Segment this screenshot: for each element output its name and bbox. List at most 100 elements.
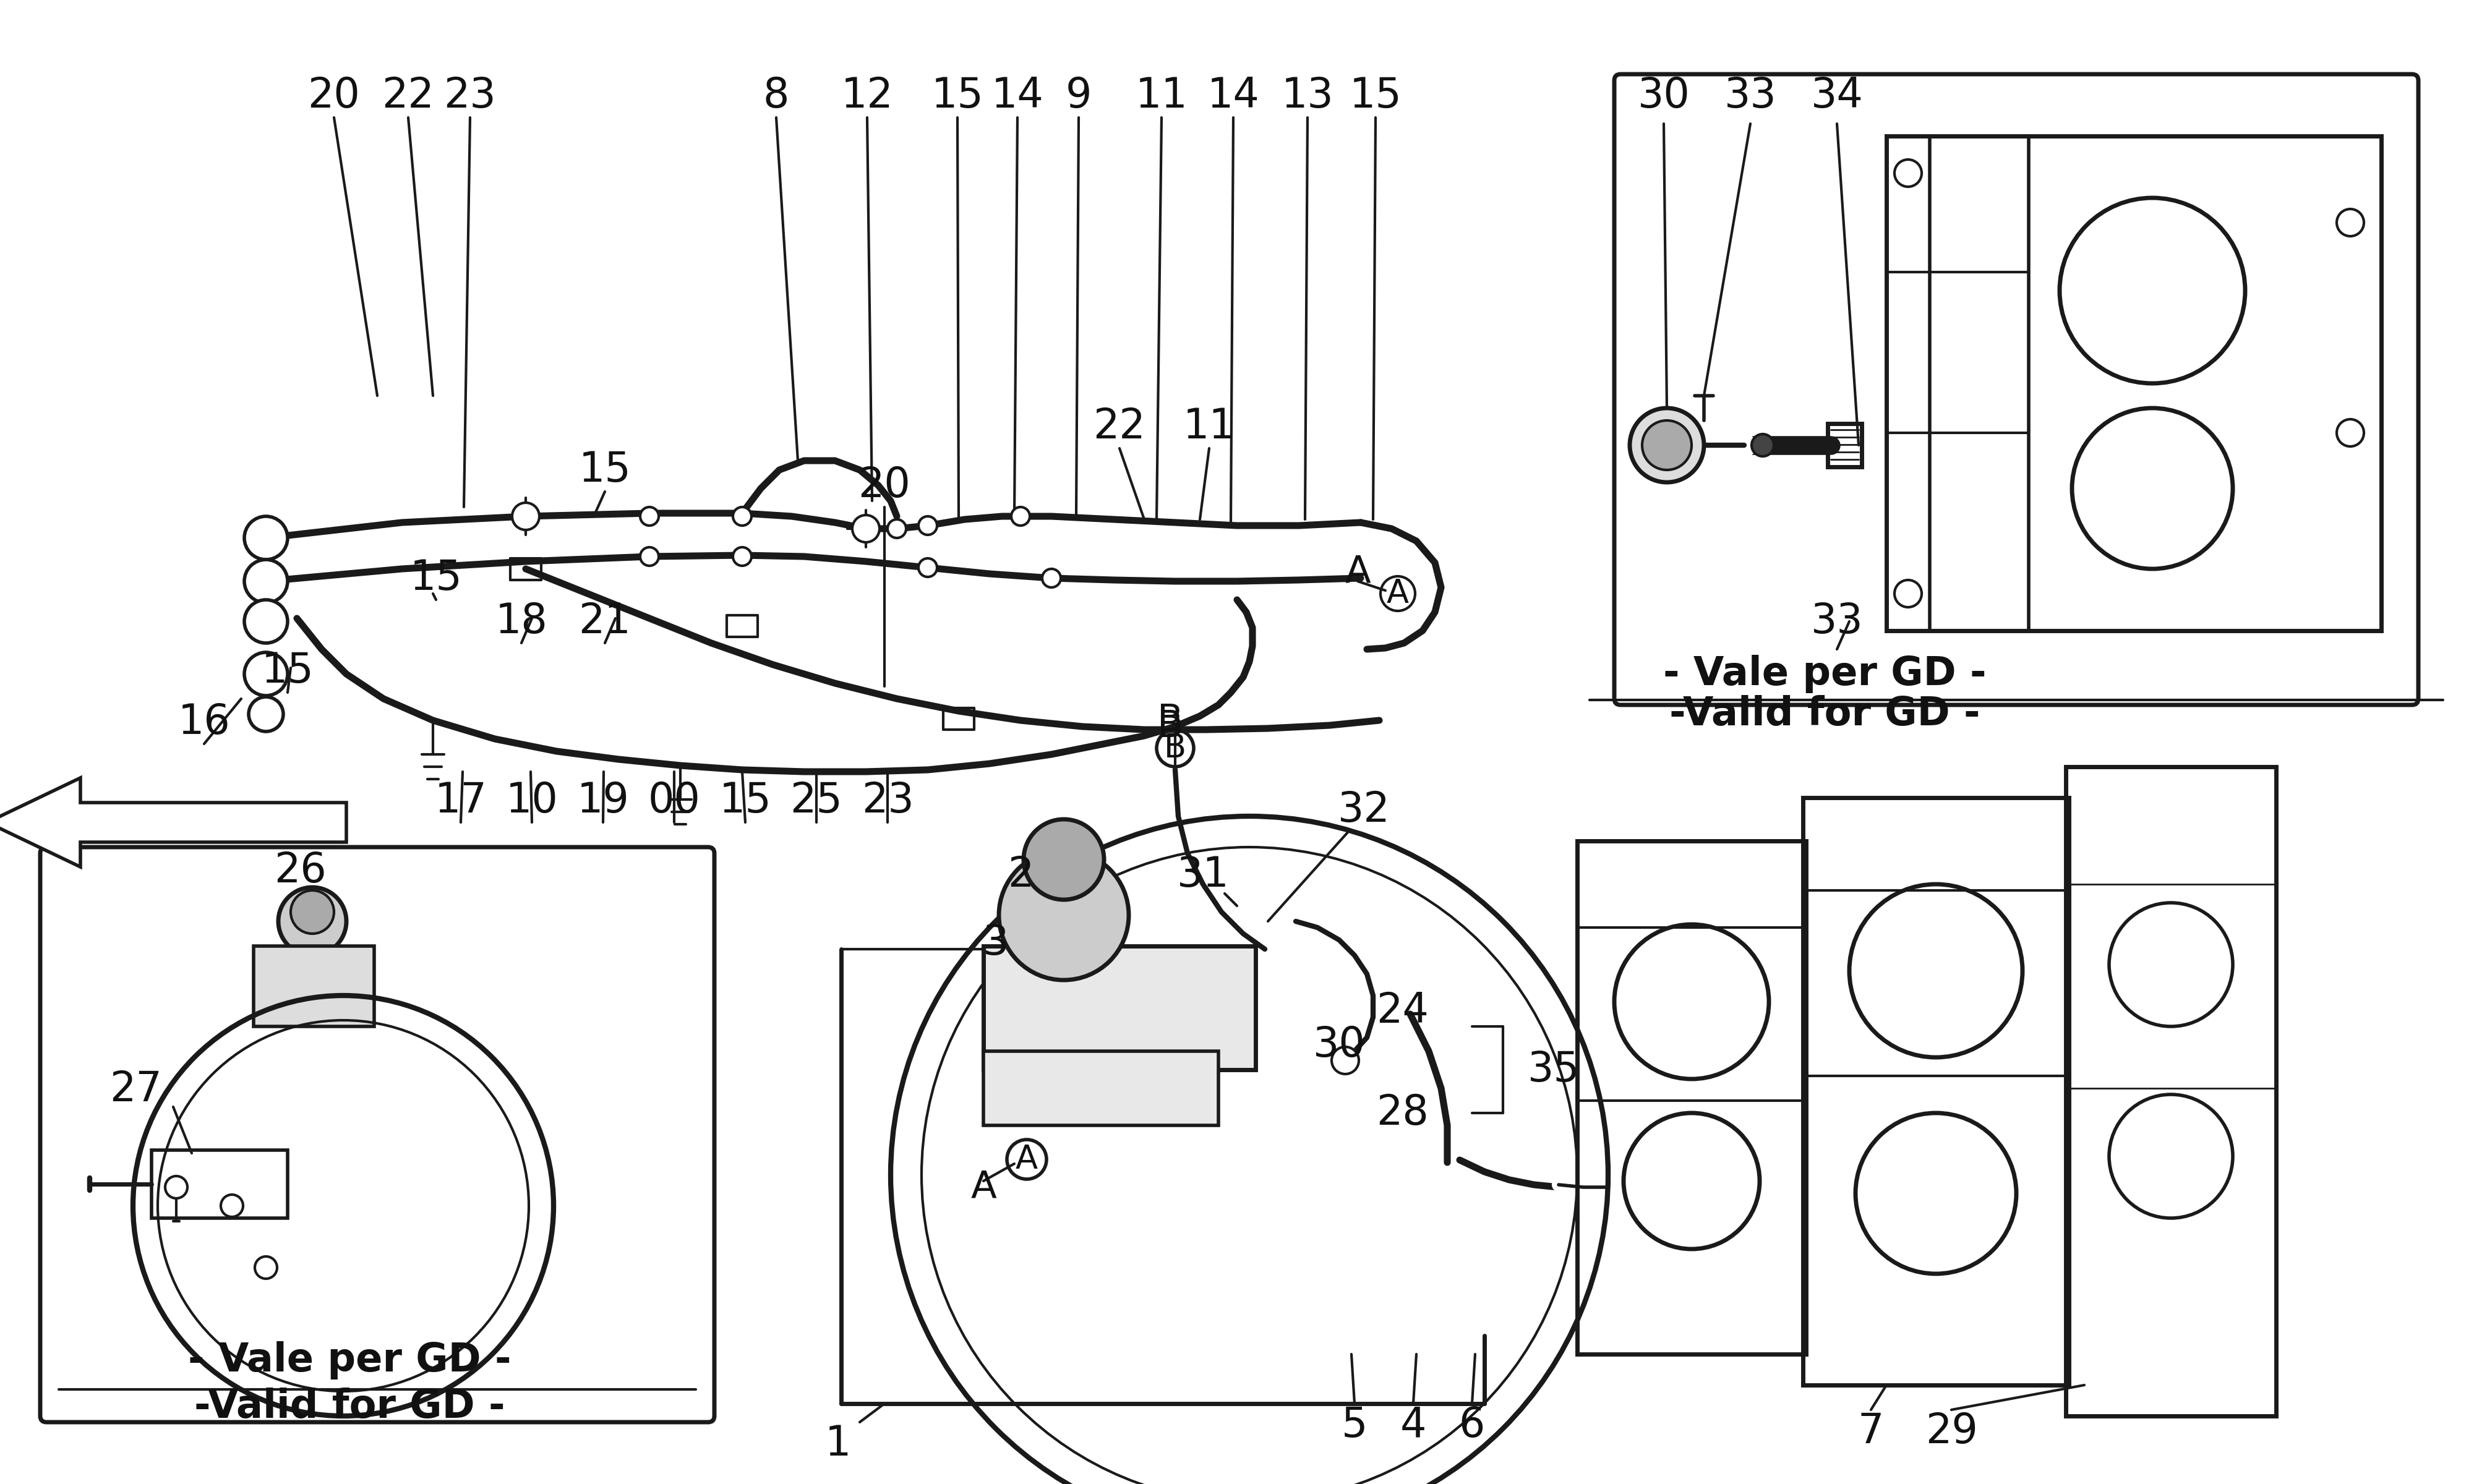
Text: 23: 23 [861, 781, 913, 821]
Text: B: B [1163, 732, 1188, 764]
Text: 24: 24 [1376, 991, 1430, 1031]
Text: 10: 10 [505, 781, 559, 821]
Text: 11: 11 [1136, 76, 1188, 116]
Text: 15: 15 [262, 650, 314, 692]
Text: 26: 26 [275, 850, 327, 890]
Circle shape [166, 1175, 188, 1199]
Circle shape [2335, 418, 2365, 447]
Text: 14: 14 [992, 76, 1044, 116]
Circle shape [245, 559, 287, 603]
Text: 15: 15 [930, 76, 985, 116]
Bar [985, 1051, 1217, 1125]
Circle shape [1024, 819, 1103, 899]
Text: 1: 1 [824, 1423, 851, 1465]
Text: 15: 15 [1348, 76, 1403, 116]
Circle shape [247, 697, 282, 732]
Bar [1888, 137, 2380, 631]
Text: 2: 2 [1007, 855, 1034, 895]
Text: - Vale per GD -: - Vale per GD - [1663, 654, 1987, 693]
Text: A: A [1346, 554, 1371, 591]
Circle shape [1895, 580, 1922, 607]
Text: 27: 27 [109, 1068, 163, 1110]
Circle shape [1012, 508, 1029, 525]
Bar [1828, 423, 1863, 467]
Text: 4: 4 [1400, 1405, 1427, 1445]
Text: 35: 35 [1529, 1049, 1581, 1091]
Text: 34: 34 [1811, 76, 1863, 116]
Circle shape [1643, 420, 1692, 470]
Circle shape [245, 516, 287, 559]
Circle shape [245, 653, 287, 696]
Circle shape [851, 515, 881, 542]
Circle shape [220, 1195, 242, 1217]
Bar [1804, 798, 2068, 1385]
Circle shape [512, 503, 539, 530]
Text: 16: 16 [178, 702, 230, 742]
Text: 17: 17 [435, 781, 487, 821]
Bar [985, 947, 1257, 1070]
Text: 12: 12 [841, 76, 893, 116]
Text: 5: 5 [1341, 1405, 1368, 1445]
Text: 8: 8 [762, 76, 789, 116]
Circle shape [1630, 408, 1705, 482]
Circle shape [918, 558, 938, 577]
Circle shape [2335, 209, 2365, 236]
Text: 22: 22 [381, 76, 435, 116]
Bar [2066, 767, 2276, 1416]
Text: 25: 25 [789, 781, 844, 821]
Text: 30: 30 [1314, 1024, 1366, 1066]
Bar [1578, 841, 1806, 1353]
Text: 15: 15 [579, 450, 631, 490]
Text: 14: 14 [1207, 76, 1259, 116]
Text: 28: 28 [1376, 1092, 1430, 1134]
Text: 20: 20 [307, 76, 361, 116]
Text: 9: 9 [1066, 76, 1091, 116]
Circle shape [732, 508, 752, 525]
Text: 3: 3 [982, 923, 1009, 963]
Text: 20: 20 [858, 464, 910, 506]
Circle shape [1331, 1046, 1358, 1074]
Circle shape [918, 516, 938, 534]
Text: B: B [1158, 708, 1183, 745]
Circle shape [245, 600, 287, 643]
FancyBboxPatch shape [1613, 74, 2420, 705]
Text: 6: 6 [1460, 1405, 1484, 1445]
FancyArrow shape [0, 778, 346, 867]
Text: 23: 23 [443, 76, 497, 116]
Text: 33: 33 [1811, 601, 1863, 641]
Text: 29: 29 [1925, 1411, 1977, 1451]
Text: A: A [970, 1169, 997, 1205]
Text: -Valid for GD -: -Valid for GD - [193, 1388, 505, 1426]
Text: 31: 31 [1178, 855, 1230, 895]
Text: 18: 18 [495, 601, 547, 641]
Bar [255, 947, 374, 1027]
Circle shape [1042, 568, 1061, 588]
Circle shape [255, 1257, 277, 1279]
Text: 19: 19 [576, 781, 628, 821]
Circle shape [641, 548, 658, 565]
Circle shape [999, 850, 1128, 979]
Circle shape [1895, 159, 1922, 187]
Text: 00: 00 [648, 781, 700, 821]
Circle shape [1752, 433, 1774, 457]
Circle shape [292, 890, 334, 933]
Circle shape [641, 508, 658, 525]
Text: 7: 7 [1858, 1411, 1885, 1451]
Text: A: A [1014, 1143, 1039, 1175]
Text: 15: 15 [720, 781, 772, 821]
Text: 30: 30 [1638, 76, 1690, 116]
Circle shape [888, 519, 905, 537]
Text: A: A [1385, 577, 1410, 610]
FancyBboxPatch shape [40, 847, 715, 1422]
Text: 11: 11 [1183, 407, 1235, 447]
Text: 15: 15 [411, 558, 463, 598]
Text: 21: 21 [579, 601, 631, 641]
Text: 33: 33 [1724, 76, 1776, 116]
Bar [151, 1150, 287, 1218]
Text: 22: 22 [1094, 407, 1145, 447]
Circle shape [277, 887, 346, 956]
Text: 32: 32 [1338, 789, 1390, 831]
Text: 13: 13 [1282, 76, 1333, 116]
Circle shape [732, 548, 752, 565]
Text: - Vale per GD -: - Vale per GD - [188, 1342, 512, 1380]
